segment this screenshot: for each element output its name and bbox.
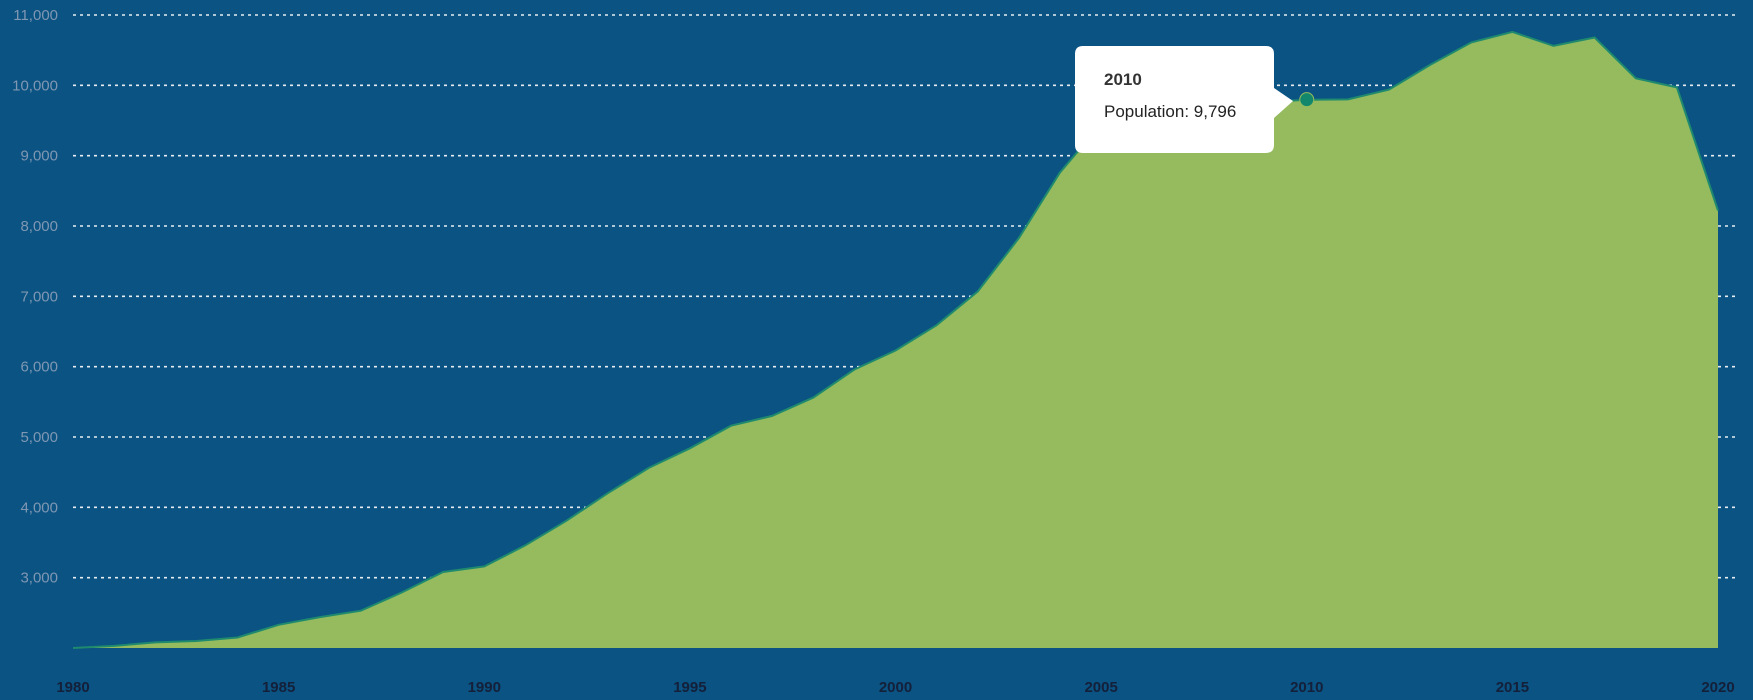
tooltip-box xyxy=(1075,46,1293,153)
x-axis-ticks: 1980 1985 1990 1995 2000 2005 2010 2015 2020 xyxy=(56,679,1734,696)
data-point[interactable] xyxy=(1632,74,1640,82)
data-point[interactable] xyxy=(439,568,447,576)
y-tick-label: 10,000 xyxy=(12,77,58,94)
population-line xyxy=(72,30,1719,649)
data-point[interactable] xyxy=(1508,28,1516,36)
y-tick-label: 6,000 xyxy=(20,359,58,376)
data-point[interactable] xyxy=(1467,38,1475,46)
data-point[interactable] xyxy=(645,464,653,472)
data-point[interactable] xyxy=(933,321,941,329)
hover-marker[interactable] xyxy=(1299,92,1315,108)
population-area xyxy=(73,31,1718,648)
data-point[interactable] xyxy=(686,444,694,452)
data-point[interactable] xyxy=(1673,83,1681,91)
data-point[interactable] xyxy=(151,638,159,646)
data-point[interactable] xyxy=(192,637,200,645)
x-tick-label: 2020 xyxy=(1701,679,1734,696)
x-tick-label: 1995 xyxy=(673,679,706,696)
data-point[interactable] xyxy=(521,541,529,549)
data-point[interactable] xyxy=(892,347,900,355)
data-point[interactable] xyxy=(1344,95,1352,103)
data-point[interactable] xyxy=(69,644,77,652)
data-point[interactable] xyxy=(727,422,735,430)
x-tick-label: 1985 xyxy=(262,679,295,696)
data-point[interactable] xyxy=(275,621,283,629)
y-tick-label: 11,000 xyxy=(13,7,58,24)
data-point[interactable] xyxy=(1550,42,1558,50)
x-tick-label: 2010 xyxy=(1290,679,1323,696)
y-tick-label: 7,000 xyxy=(20,288,58,305)
y-tick-label: 3,000 xyxy=(20,570,58,587)
x-tick-label: 2000 xyxy=(879,679,912,696)
data-point[interactable] xyxy=(1015,234,1023,242)
data-point[interactable] xyxy=(1385,86,1393,94)
data-point[interactable] xyxy=(809,394,817,402)
y-tick-label: 5,000 xyxy=(20,429,58,446)
data-point[interactable] xyxy=(234,634,242,642)
x-tick-label: 2005 xyxy=(1084,679,1117,696)
data-point[interactable] xyxy=(1714,207,1722,215)
data-point[interactable] xyxy=(1056,169,1064,177)
data-point[interactable] xyxy=(110,642,118,650)
y-tick-label: 8,000 xyxy=(20,218,58,235)
area-series xyxy=(69,28,1722,652)
data-point[interactable] xyxy=(480,562,488,570)
tooltip: 2010 Population: 9,796 xyxy=(1075,46,1293,153)
data-point[interactable] xyxy=(974,287,982,295)
data-point[interactable] xyxy=(850,366,858,374)
x-tick-label: 2015 xyxy=(1496,679,1529,696)
tooltip-label: Population: 9,796 xyxy=(1104,102,1236,121)
data-point[interactable] xyxy=(316,613,324,621)
tooltip-title: 2010 xyxy=(1104,70,1142,89)
y-tick-label: 4,000 xyxy=(20,499,58,516)
x-tick-label: 1980 xyxy=(56,679,89,696)
y-tick-label: 9,000 xyxy=(20,148,58,165)
x-tick-label: 1990 xyxy=(468,679,501,696)
y-axis-ticks: 3,000 4,000 5,000 6,000 7,000 8,000 9,000 10,00… xyxy=(12,7,58,587)
data-point[interactable] xyxy=(1591,34,1599,42)
data-point[interactable] xyxy=(563,517,571,525)
data-point[interactable] xyxy=(768,412,776,420)
data-point[interactable] xyxy=(398,588,406,596)
data-point[interactable] xyxy=(604,489,612,497)
data-point[interactable] xyxy=(357,607,365,615)
data-point[interactable] xyxy=(1426,61,1434,69)
hover-marker-group xyxy=(1299,92,1315,108)
